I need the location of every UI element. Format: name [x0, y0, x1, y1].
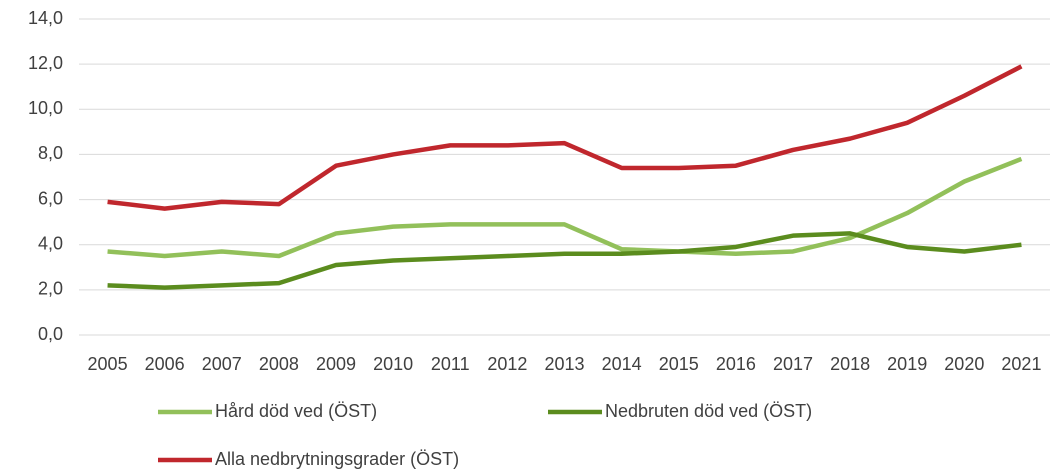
x-tick-label: 2007 — [202, 354, 242, 374]
x-tick-label: 2008 — [259, 354, 299, 374]
legend-label: Alla nedbrytningsgrader (ÖST) — [215, 449, 459, 469]
x-tick-label: 2021 — [1001, 354, 1041, 374]
x-tick-label: 2011 — [431, 354, 470, 374]
y-tick-label: 12,0 — [28, 53, 63, 73]
x-tick-label: 2014 — [602, 354, 642, 374]
x-tick-label: 2005 — [88, 354, 128, 374]
x-tick-label: 2012 — [487, 354, 527, 374]
series-line — [107, 231, 1022, 290]
legend-label: Hård död ved (ÖST) — [215, 401, 377, 421]
x-tick-label: 2019 — [887, 354, 927, 374]
y-tick-label: 14,0 — [28, 8, 63, 28]
x-tick-label: 2018 — [830, 354, 870, 374]
x-tick-label: 2020 — [944, 354, 984, 374]
y-tick-label: 0,0 — [38, 324, 63, 344]
y-tick-label: 4,0 — [38, 233, 63, 253]
y-tick-label: 2,0 — [38, 279, 63, 299]
x-tick-label: 2015 — [659, 354, 699, 374]
y-tick-label: 8,0 — [38, 143, 63, 163]
y-tick-label: 6,0 — [38, 188, 63, 208]
x-tick-label: 2009 — [316, 354, 356, 374]
series-line — [107, 64, 1023, 211]
x-tick-label: 2006 — [145, 354, 185, 374]
series-line — [107, 156, 1023, 259]
legend-label: Nedbruten död ved (ÖST) — [605, 401, 812, 421]
x-tick-label: 2010 — [373, 354, 413, 374]
x-tick-label: 2016 — [716, 354, 756, 374]
y-tick-label: 10,0 — [28, 98, 63, 118]
x-tick-label: 2013 — [544, 354, 584, 374]
x-tick-label: 2017 — [773, 354, 813, 374]
